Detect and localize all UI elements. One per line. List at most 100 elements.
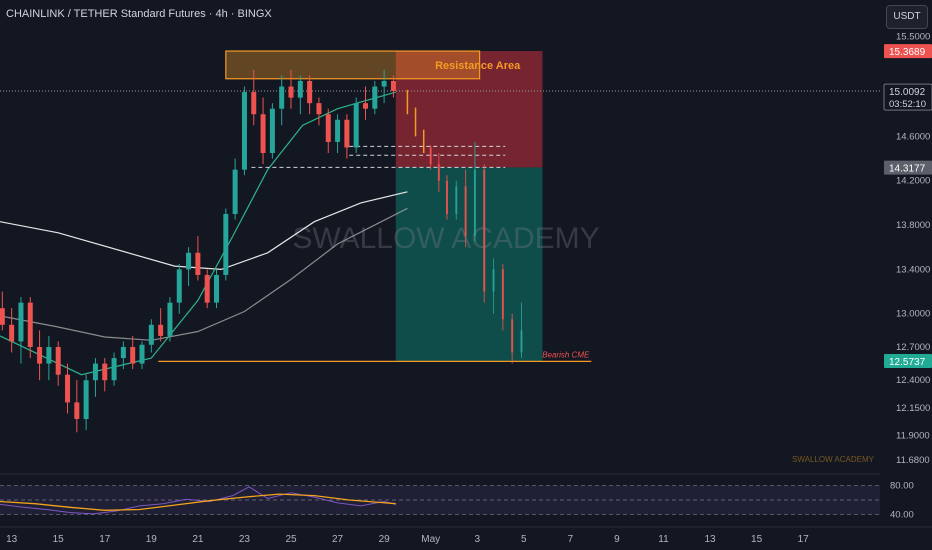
- price-tick-label: 13.8000: [896, 220, 930, 231]
- price-candle-37: [344, 119, 350, 148]
- price-candle-38: [353, 103, 359, 148]
- price-candle-28: [260, 114, 266, 154]
- time-tick-label: 23: [239, 534, 251, 545]
- price-label-1: 15.0092: [889, 87, 926, 98]
- time-tick-label: 17: [99, 534, 111, 545]
- price-candle-30: [279, 86, 285, 109]
- price-candle-1: [9, 324, 15, 342]
- rsi-line: [0, 486, 396, 515]
- projection-candle-4: [464, 186, 467, 237]
- chart-title: CHAINLINK / TETHER Standard Futures · 4h…: [6, 8, 272, 20]
- price-candle-12: [111, 358, 117, 381]
- time-tick-label: 21: [192, 534, 204, 545]
- projection-candle-8: [501, 269, 504, 320]
- rsi-ma-line: [0, 493, 396, 511]
- price-label-0: 15.3689: [889, 47, 926, 58]
- currency-button[interactable]: USDT: [886, 5, 928, 29]
- time-tick-label: 25: [285, 534, 297, 545]
- price-candle-17: [158, 324, 164, 336]
- projection-candle-5: [473, 169, 476, 237]
- time-tick-label: 3: [474, 534, 480, 545]
- rsi-tick-label: 40.00: [890, 510, 914, 521]
- price-candle-31: [288, 86, 294, 98]
- price-candle-20: [186, 252, 192, 270]
- bearish-cme-label: Bearish CME: [542, 350, 590, 359]
- price-candle-36: [335, 119, 341, 142]
- price-candle-0: [0, 308, 5, 325]
- projection-candle-6: [483, 169, 486, 292]
- time-tick-label: 13: [6, 534, 18, 545]
- time-tick-label: 7: [568, 534, 574, 545]
- price-label-box-2: [884, 160, 932, 175]
- price-candle-3: [27, 302, 33, 347]
- time-tick-label: 13: [704, 534, 716, 545]
- time-tick-label: May: [421, 534, 440, 545]
- price-tick-label: 15.5000: [896, 32, 930, 43]
- time-tick-label: 9: [614, 534, 620, 545]
- price-label-box-3: [884, 353, 932, 368]
- rsi-tick-label: 80.00: [890, 480, 914, 491]
- price-candle-22: [204, 274, 210, 303]
- price-candle-42: [390, 80, 396, 91]
- price-tick-label: 12.7000: [896, 342, 930, 353]
- price-candle-21: [195, 252, 201, 275]
- price-candle-39: [363, 103, 369, 109]
- price-candle-13: [120, 346, 126, 359]
- projection-candle-9: [511, 319, 514, 353]
- projection-candle-0: [429, 147, 432, 165]
- moving-average-2: [0, 207, 408, 341]
- projection-candle-10: [520, 330, 523, 353]
- price-candle-7: [65, 374, 71, 403]
- resistance-area-label: Resistance Area: [435, 60, 521, 72]
- price-candle-40: [372, 86, 378, 109]
- time-tick-label: 19: [146, 534, 158, 545]
- price-candle-16: [148, 324, 154, 345]
- time-tick-label: 27: [332, 534, 344, 545]
- price-candle-11: [102, 363, 108, 381]
- price-label-box-1: [883, 83, 932, 111]
- price-tick-label: 13.0000: [896, 309, 930, 320]
- time-tick-label: 17: [798, 534, 810, 545]
- projection-candle-1: [437, 164, 440, 181]
- watermark-center: SWALLOW ACADEMY: [292, 222, 599, 255]
- price-tick-label: 12.4000: [896, 375, 930, 386]
- price-tick-label: 14.2000: [896, 176, 930, 187]
- short-target-zone: [395, 167, 543, 362]
- price-label-box-0: [884, 44, 932, 59]
- moving-average-1: [0, 191, 408, 271]
- price-candle-24: [223, 213, 229, 275]
- watermark-corner: SWALLOW ACADEMY: [792, 455, 875, 464]
- price-candle-29: [269, 108, 275, 154]
- price-candle-15: [139, 344, 145, 364]
- rsi-band: [0, 485, 880, 515]
- projection-candle-3: [455, 186, 458, 214]
- price-candle-23: [214, 274, 220, 303]
- time-tick-label: 29: [379, 534, 391, 545]
- price-candle-35: [325, 114, 331, 142]
- countdown-label: 03:52:10: [889, 99, 926, 110]
- price-candle-4: [37, 346, 43, 364]
- price-tick-label: 14.6000: [896, 131, 930, 142]
- price-label-3: 12.5737: [889, 357, 926, 368]
- price-candle-10: [92, 363, 98, 381]
- price-tick-label: 11.6800: [896, 455, 930, 466]
- price-candle-34: [316, 103, 322, 115]
- price-tick-label: 11.9000: [896, 431, 930, 442]
- time-tick-label: 5: [521, 534, 527, 545]
- price-candle-9: [83, 380, 89, 420]
- price-candle-41: [381, 80, 387, 87]
- price-candle-14: [130, 346, 136, 364]
- price-candle-25: [232, 169, 238, 214]
- price-tick-label: 13.4000: [896, 264, 930, 275]
- short-stop-zone: [395, 51, 543, 168]
- time-tick-label: 15: [751, 534, 763, 545]
- price-candle-18: [167, 302, 173, 336]
- time-tick-label: 15: [53, 534, 65, 545]
- price-candle-6: [55, 346, 61, 375]
- price-candle-2: [18, 302, 24, 342]
- price-candle-26: [241, 92, 247, 170]
- price-candle-27: [251, 92, 257, 115]
- price-candle-8: [74, 402, 80, 420]
